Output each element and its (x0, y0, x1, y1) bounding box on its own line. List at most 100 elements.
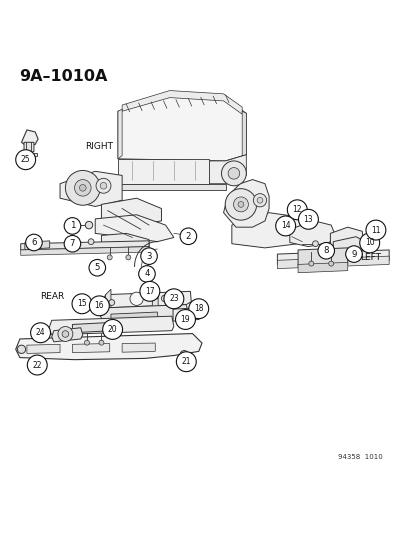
Polygon shape (72, 322, 112, 333)
Polygon shape (122, 343, 155, 352)
Text: 24: 24 (36, 328, 45, 337)
Circle shape (140, 248, 157, 264)
Polygon shape (21, 241, 149, 250)
Polygon shape (277, 256, 388, 269)
Circle shape (188, 299, 208, 319)
Circle shape (64, 236, 81, 252)
Polygon shape (25, 241, 50, 249)
Circle shape (65, 171, 100, 205)
Polygon shape (173, 308, 202, 321)
Circle shape (27, 355, 47, 375)
Text: 17: 17 (145, 287, 154, 296)
Text: 6: 6 (31, 238, 37, 247)
Polygon shape (152, 288, 158, 306)
Circle shape (107, 255, 112, 260)
Polygon shape (19, 152, 37, 156)
Text: RIGHT: RIGHT (85, 142, 113, 151)
Text: 14: 14 (280, 221, 290, 230)
Circle shape (365, 220, 385, 240)
Circle shape (102, 319, 122, 340)
Circle shape (74, 180, 91, 196)
Circle shape (345, 246, 361, 262)
Text: 10: 10 (364, 238, 374, 247)
Polygon shape (277, 250, 388, 264)
Text: 12: 12 (292, 205, 301, 214)
Text: 7: 7 (69, 239, 75, 248)
Circle shape (100, 182, 107, 189)
Polygon shape (330, 227, 363, 248)
Polygon shape (118, 109, 122, 159)
Polygon shape (60, 171, 122, 206)
Polygon shape (27, 344, 60, 353)
Polygon shape (297, 262, 347, 273)
Polygon shape (105, 289, 111, 308)
Polygon shape (223, 180, 268, 227)
Circle shape (275, 216, 295, 236)
Circle shape (359, 233, 379, 253)
Polygon shape (122, 91, 242, 114)
Polygon shape (49, 316, 173, 335)
Circle shape (256, 197, 262, 203)
Text: 13: 13 (303, 215, 313, 224)
Text: 94358  1010: 94358 1010 (337, 454, 382, 461)
Polygon shape (111, 312, 158, 321)
Circle shape (228, 167, 239, 179)
Text: 1: 1 (69, 221, 75, 230)
Circle shape (253, 193, 266, 207)
Circle shape (312, 241, 318, 247)
Text: 22: 22 (33, 360, 42, 369)
Circle shape (58, 327, 73, 342)
Text: REAR: REAR (40, 292, 65, 301)
Circle shape (26, 234, 42, 251)
Text: 16: 16 (94, 301, 104, 310)
Circle shape (140, 281, 159, 301)
Circle shape (138, 265, 155, 282)
Circle shape (317, 243, 334, 259)
Circle shape (225, 189, 256, 220)
Circle shape (175, 310, 195, 329)
Circle shape (31, 323, 50, 343)
Polygon shape (21, 130, 38, 147)
Polygon shape (101, 198, 161, 225)
Circle shape (84, 340, 89, 345)
Circle shape (88, 239, 94, 245)
Circle shape (161, 295, 168, 302)
Circle shape (16, 150, 36, 169)
Text: 2: 2 (185, 232, 191, 241)
Text: 18: 18 (194, 304, 203, 313)
Circle shape (233, 197, 248, 212)
Polygon shape (101, 233, 149, 250)
Polygon shape (225, 111, 246, 161)
Text: 3: 3 (146, 252, 152, 261)
Text: 9: 9 (351, 249, 356, 259)
Polygon shape (118, 95, 246, 161)
Text: 19: 19 (180, 315, 190, 324)
Circle shape (164, 289, 183, 309)
Text: 25: 25 (21, 155, 31, 164)
Circle shape (298, 209, 318, 229)
Circle shape (89, 296, 109, 316)
Circle shape (176, 352, 196, 372)
Text: 20: 20 (107, 325, 117, 334)
Circle shape (237, 201, 243, 207)
Text: 15: 15 (77, 299, 87, 308)
Polygon shape (24, 142, 34, 152)
Text: 21: 21 (181, 357, 190, 366)
Circle shape (126, 255, 131, 260)
Circle shape (64, 217, 81, 234)
Text: 9A–1010A: 9A–1010A (19, 69, 107, 84)
Circle shape (99, 340, 104, 345)
Text: 5: 5 (94, 263, 100, 272)
Text: 11: 11 (370, 225, 380, 235)
Text: 8: 8 (323, 246, 328, 255)
Circle shape (308, 261, 313, 266)
Polygon shape (289, 221, 335, 247)
Text: LEFT: LEFT (359, 253, 380, 262)
Text: 4: 4 (144, 270, 150, 278)
Circle shape (89, 260, 105, 276)
Polygon shape (118, 159, 209, 184)
Polygon shape (332, 237, 366, 253)
Text: 23: 23 (169, 294, 178, 303)
Polygon shape (231, 213, 301, 248)
Circle shape (328, 261, 333, 266)
